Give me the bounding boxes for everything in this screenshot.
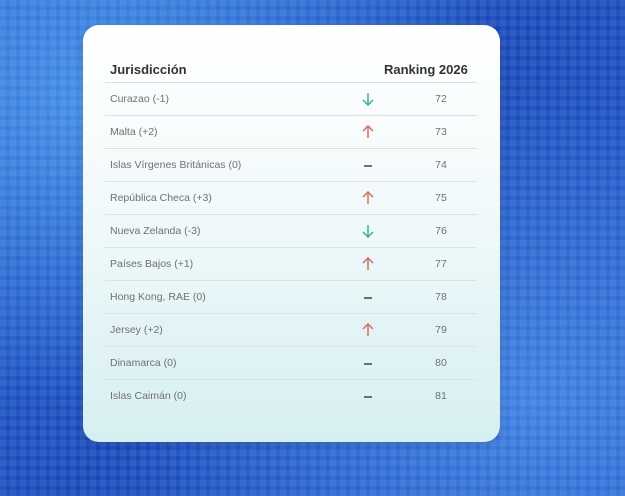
- trend-icon: [362, 125, 374, 139]
- trend-icon: [363, 363, 373, 365]
- rank: 72: [435, 93, 447, 105]
- table-row: Malta (+2) 73: [105, 115, 477, 149]
- column-header: Jurisdicción: [110, 62, 187, 77]
- jurisdiction: Curazao (-1): [110, 93, 169, 105]
- column-header: Ranking 2026: [384, 62, 468, 77]
- jurisdiction: Países Bajos (+1): [110, 258, 194, 270]
- jurisdiction: Malta (+2): [110, 126, 158, 138]
- rank: 77: [435, 258, 447, 270]
- rank: 76: [435, 225, 447, 237]
- trend-icon: [363, 396, 373, 398]
- rank: 80: [435, 357, 447, 369]
- rank: 79: [435, 324, 447, 336]
- trend-icon: [362, 257, 374, 271]
- table-row: Nueva Zelanda (-3) 76: [105, 214, 477, 248]
- rank: 73: [435, 126, 447, 138]
- jurisdiction: República Checa (+3): [110, 192, 212, 204]
- jurisdiction: Nueva Zelanda (-3): [110, 225, 201, 237]
- table-row: Hong Kong, RAE (0) 78: [105, 280, 477, 314]
- trend-icon: [362, 323, 374, 337]
- trend-icon: [362, 191, 374, 205]
- table-row: Islas Vírgenes Británicas (0) 74: [105, 148, 477, 182]
- table-row: Dinamarca (0) 80: [105, 346, 477, 380]
- table-row: Jersey (+2) 79: [105, 313, 477, 347]
- table-row: Curazao (-1) 72: [105, 82, 477, 116]
- trend-icon: [362, 92, 374, 106]
- jurisdiction: Dinamarca (0): [110, 357, 177, 369]
- table-row: Países Bajos (+1) 77: [105, 247, 477, 281]
- rank: 81: [435, 390, 447, 402]
- trend-icon: [363, 297, 373, 299]
- table-row: República Checa (+3) 75: [105, 181, 477, 215]
- table-row: Islas Caimán (0) 81: [105, 379, 477, 413]
- ranking-card: Jurisdicción Ranking 2026 Curazao (-1) 72…: [83, 25, 500, 442]
- rank: 75: [435, 192, 447, 204]
- jurisdiction: Jersey (+2): [110, 324, 163, 336]
- trend-icon: [363, 165, 373, 167]
- jurisdiction: Hong Kong, RAE (0): [110, 291, 206, 303]
- rank: 74: [435, 159, 447, 171]
- jurisdiction: Islas Vírgenes Británicas (0): [110, 159, 242, 171]
- trend-icon: [362, 224, 374, 238]
- jurisdiction: Islas Caimán (0): [110, 390, 187, 402]
- rank: 78: [435, 291, 447, 303]
